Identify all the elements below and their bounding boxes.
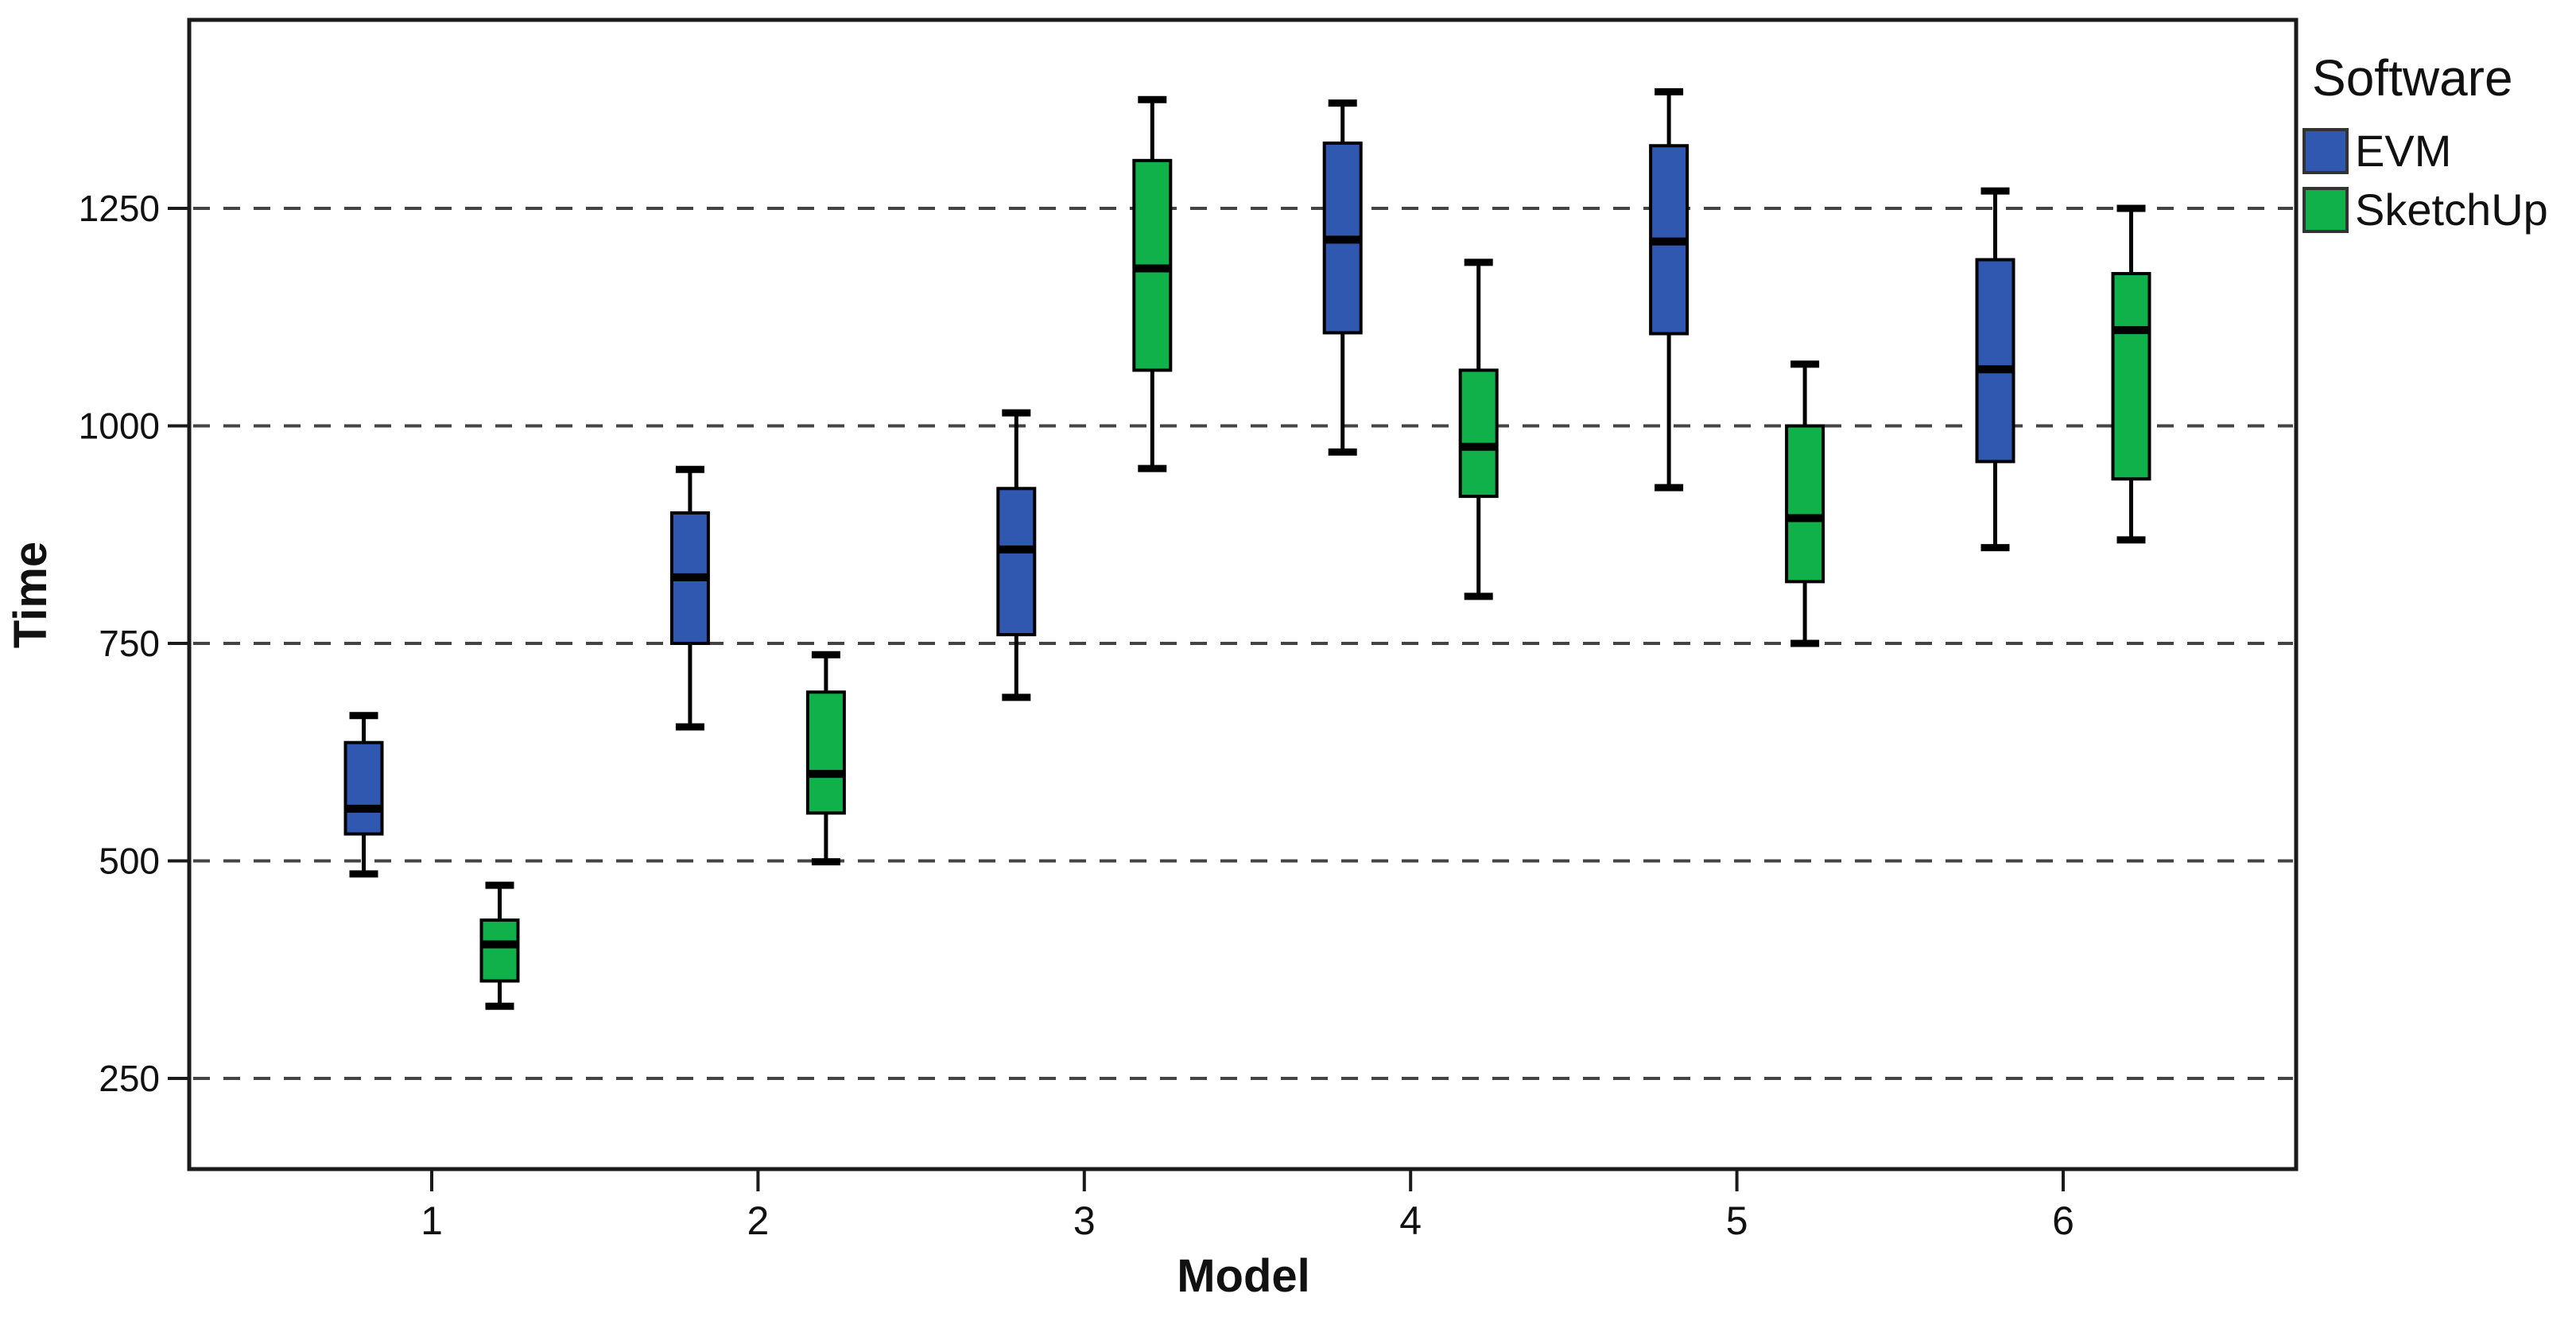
legend: Software EVM SketchUp	[2302, 49, 2548, 235]
boxplot-evm-3	[996, 409, 1037, 701]
y-tick-label-1000: 1000	[79, 406, 160, 447]
y-tick-label-1250: 1250	[79, 188, 160, 229]
y-axis-title: Time	[5, 542, 56, 648]
x-tick-label-4: 4	[1399, 1199, 1422, 1243]
boxplot-evm-2	[669, 465, 710, 731]
iqr-box-sketchup-4	[1458, 368, 1499, 499]
boxplot-evm-1	[343, 712, 384, 878]
legend-swatch-sketchup	[2302, 187, 2349, 233]
boxplot-sketchup-4	[1458, 258, 1499, 600]
boxplot-evm-5	[1649, 87, 1690, 491]
x-axis-title: Model	[1177, 1250, 1310, 1302]
y-axis-ticks: 250 500 750 1000 1250	[79, 188, 189, 1099]
boxplot-sketchup-1	[479, 881, 520, 1010]
legend-swatch-evm	[2302, 128, 2349, 174]
plot-frame	[187, 17, 2299, 1171]
iqr-box-sketchup-1	[479, 918, 520, 983]
boxplot-sketchup-2	[805, 651, 846, 866]
iqr-box-evm-6	[1975, 258, 2015, 464]
y-tick-label-250: 250	[99, 1058, 160, 1099]
x-tick-label-5: 5	[1726, 1199, 1748, 1243]
legend-title: Software	[2312, 49, 2513, 107]
iqr-box-sketchup-5	[1785, 424, 1825, 584]
x-tick-label-3: 3	[1073, 1199, 1096, 1243]
x-tick-label-2: 2	[747, 1199, 769, 1243]
x-tick-label-1: 1	[421, 1199, 443, 1243]
iqr-box-evm-1	[343, 740, 384, 836]
x-tick-label-6: 6	[2052, 1199, 2074, 1243]
legend-items: EVM SketchUp	[2302, 126, 2548, 235]
boxplot-sketchup-6	[2111, 204, 2151, 544]
iqr-box-sketchup-2	[805, 690, 846, 815]
boxplot-sketchup-3	[1132, 95, 1173, 472]
x-axis-ticks: 1 2 3 4 5 6	[421, 1169, 2074, 1243]
box-layer	[343, 87, 2151, 1010]
iqr-box-sketchup-6	[2111, 272, 2151, 481]
legend-label-sketchup: SketchUp	[2355, 185, 2548, 235]
boxplot-sketchup-5	[1785, 360, 1825, 647]
y-tick-label-750: 750	[99, 623, 160, 664]
legend-label-evm: EVM	[2355, 126, 2451, 176]
iqr-box-evm-3	[996, 487, 1037, 637]
boxplot-evm-4	[1322, 99, 1363, 456]
boxplot-evm-6	[1975, 187, 2015, 552]
y-tick-label-500: 500	[99, 841, 160, 882]
